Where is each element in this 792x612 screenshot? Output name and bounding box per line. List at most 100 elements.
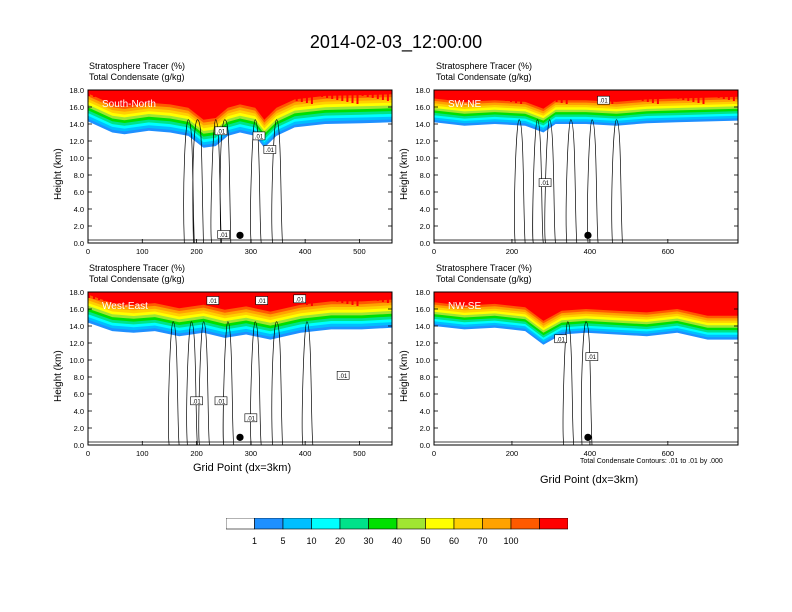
header-line1: Stratosphere Tracer (%)	[436, 61, 533, 71]
tracer-spike	[98, 90, 101, 98]
colorbar-swatch	[396, 518, 426, 530]
x-tick-label: 300	[245, 449, 258, 458]
tracer-spike	[732, 90, 735, 101]
tracer-spike	[479, 90, 482, 96]
colorbar: 1 5 10 20 30 40 50 60 70 100	[226, 518, 568, 546]
y-tick-label: 12.0	[415, 137, 430, 146]
plot-frame	[87, 89, 393, 244]
contour-label-box	[597, 95, 610, 105]
y-tick-label: 18.0	[415, 86, 430, 95]
x-tick-label: 200	[190, 449, 203, 458]
y-tick-label: 16.0	[69, 103, 84, 112]
contour-label-text: .01	[556, 337, 565, 343]
tracer-spike	[682, 292, 685, 302]
tracer-spike	[474, 292, 477, 306]
tracer-spike	[621, 90, 624, 97]
tracer-spike	[138, 292, 141, 299]
contour-label-text: .01	[192, 399, 201, 405]
contour-line	[532, 119, 544, 244]
tracer-spike	[439, 90, 442, 97]
tracer-spike	[179, 292, 182, 298]
contour-label-text: .01	[296, 297, 305, 303]
location-marker	[236, 231, 244, 239]
tracer-spike	[224, 292, 227, 298]
tracer-spike	[454, 90, 457, 100]
x-tick-label: 400	[299, 449, 312, 458]
tracer-spike	[646, 292, 649, 304]
tracer-spike	[245, 90, 248, 100]
chart-svg: SW-NE .01 .01 0.0 2.0 4.0 6.0 8.0 10.0 12.0 14.0 16…	[415, 86, 739, 256]
tracer-spike	[331, 292, 334, 301]
tracer-spike	[346, 90, 349, 102]
y-tick-label: 14.0	[69, 322, 84, 331]
tracer-spike	[123, 292, 126, 305]
tracer-spike	[108, 90, 111, 100]
tracer-spike	[444, 292, 447, 300]
tracer-spike	[520, 90, 523, 104]
tracer-spike	[515, 292, 518, 305]
tracer-spike	[234, 292, 237, 300]
tracer-spike	[540, 292, 543, 301]
y-tick-label: 8.0	[74, 373, 84, 382]
tracer-spike	[591, 90, 594, 100]
tracer-spike	[143, 292, 146, 300]
contour-label: .01	[585, 352, 599, 361]
chart-svg: West-East .01 .01 .01 .01 .01 .01 .01 0.0 2.0 4.0 6…	[69, 288, 393, 458]
tracer-spike	[133, 90, 136, 96]
header-line1: Stratosphere Tracer (%)	[436, 263, 533, 273]
tracer-spike	[601, 292, 604, 304]
tracer-spike	[153, 292, 156, 302]
tracer-spike	[717, 90, 720, 98]
tracer-spike	[174, 292, 177, 306]
y-tick-label: 8.0	[420, 171, 430, 180]
location-marker	[584, 231, 592, 239]
tracer-spike	[504, 90, 507, 101]
tracer-spike	[250, 90, 253, 101]
tracer-spike	[138, 90, 141, 97]
tracer-spike	[474, 90, 477, 104]
tracer-spike	[636, 90, 639, 100]
colorbar-label: 100	[503, 536, 518, 546]
contour-label: .01	[538, 178, 552, 187]
tracer-spike	[641, 292, 644, 303]
tracer-spike	[662, 292, 664, 298]
tracer-spike	[158, 292, 161, 303]
tracer-spike	[712, 90, 715, 97]
y-tick-label: 2.0	[420, 222, 430, 231]
contour-label-box	[554, 334, 567, 344]
tracer-spike	[240, 90, 242, 99]
tracer-spike	[310, 90, 313, 104]
tracer-spike	[439, 292, 442, 299]
tracer-spike	[611, 292, 614, 306]
tracer-spike	[148, 90, 151, 99]
location-marker	[584, 433, 592, 441]
x-tick-label: 0	[86, 247, 90, 256]
tracer-spike	[697, 292, 700, 305]
tracer-spike	[310, 292, 313, 306]
tracer-spike	[219, 90, 222, 104]
tracer-spike	[103, 90, 106, 99]
tracer-spike	[591, 292, 594, 302]
tracer-spike	[118, 90, 121, 102]
tracer-spike	[672, 90, 675, 98]
panel-sw-ne: SW-NE .01 .01 0.0 2.0 4.0 6.0 8.0 10.0 12.0 14.0 16…	[415, 86, 742, 256]
colorbar-swatch	[453, 518, 483, 530]
tracer-spike	[245, 292, 248, 302]
contour-label-text: .01	[209, 299, 218, 305]
x-tick-label: 600	[662, 449, 675, 458]
tracer-spike	[270, 292, 273, 298]
tracer-spike	[646, 90, 649, 102]
panel-label: NW-SE	[448, 301, 481, 312]
chart-svg: NW-SE .01 .01 0.0 2.0 4.0 6.0 8.0 10.0 12.0 14.0 16…	[415, 288, 739, 458]
y-tick-label: 8.0	[420, 373, 430, 382]
tracer-spike	[631, 292, 634, 301]
tracer-spike	[128, 90, 131, 104]
colorbar-swatch	[282, 518, 312, 530]
colorbar-label: 1	[252, 536, 257, 546]
tracer-spike	[489, 292, 492, 300]
tracer-spike	[672, 292, 675, 300]
contour-label: .01	[554, 334, 567, 344]
tracer-spike	[366, 292, 369, 299]
tracer-spike	[184, 292, 187, 299]
x-tick-label: 400	[584, 247, 597, 256]
